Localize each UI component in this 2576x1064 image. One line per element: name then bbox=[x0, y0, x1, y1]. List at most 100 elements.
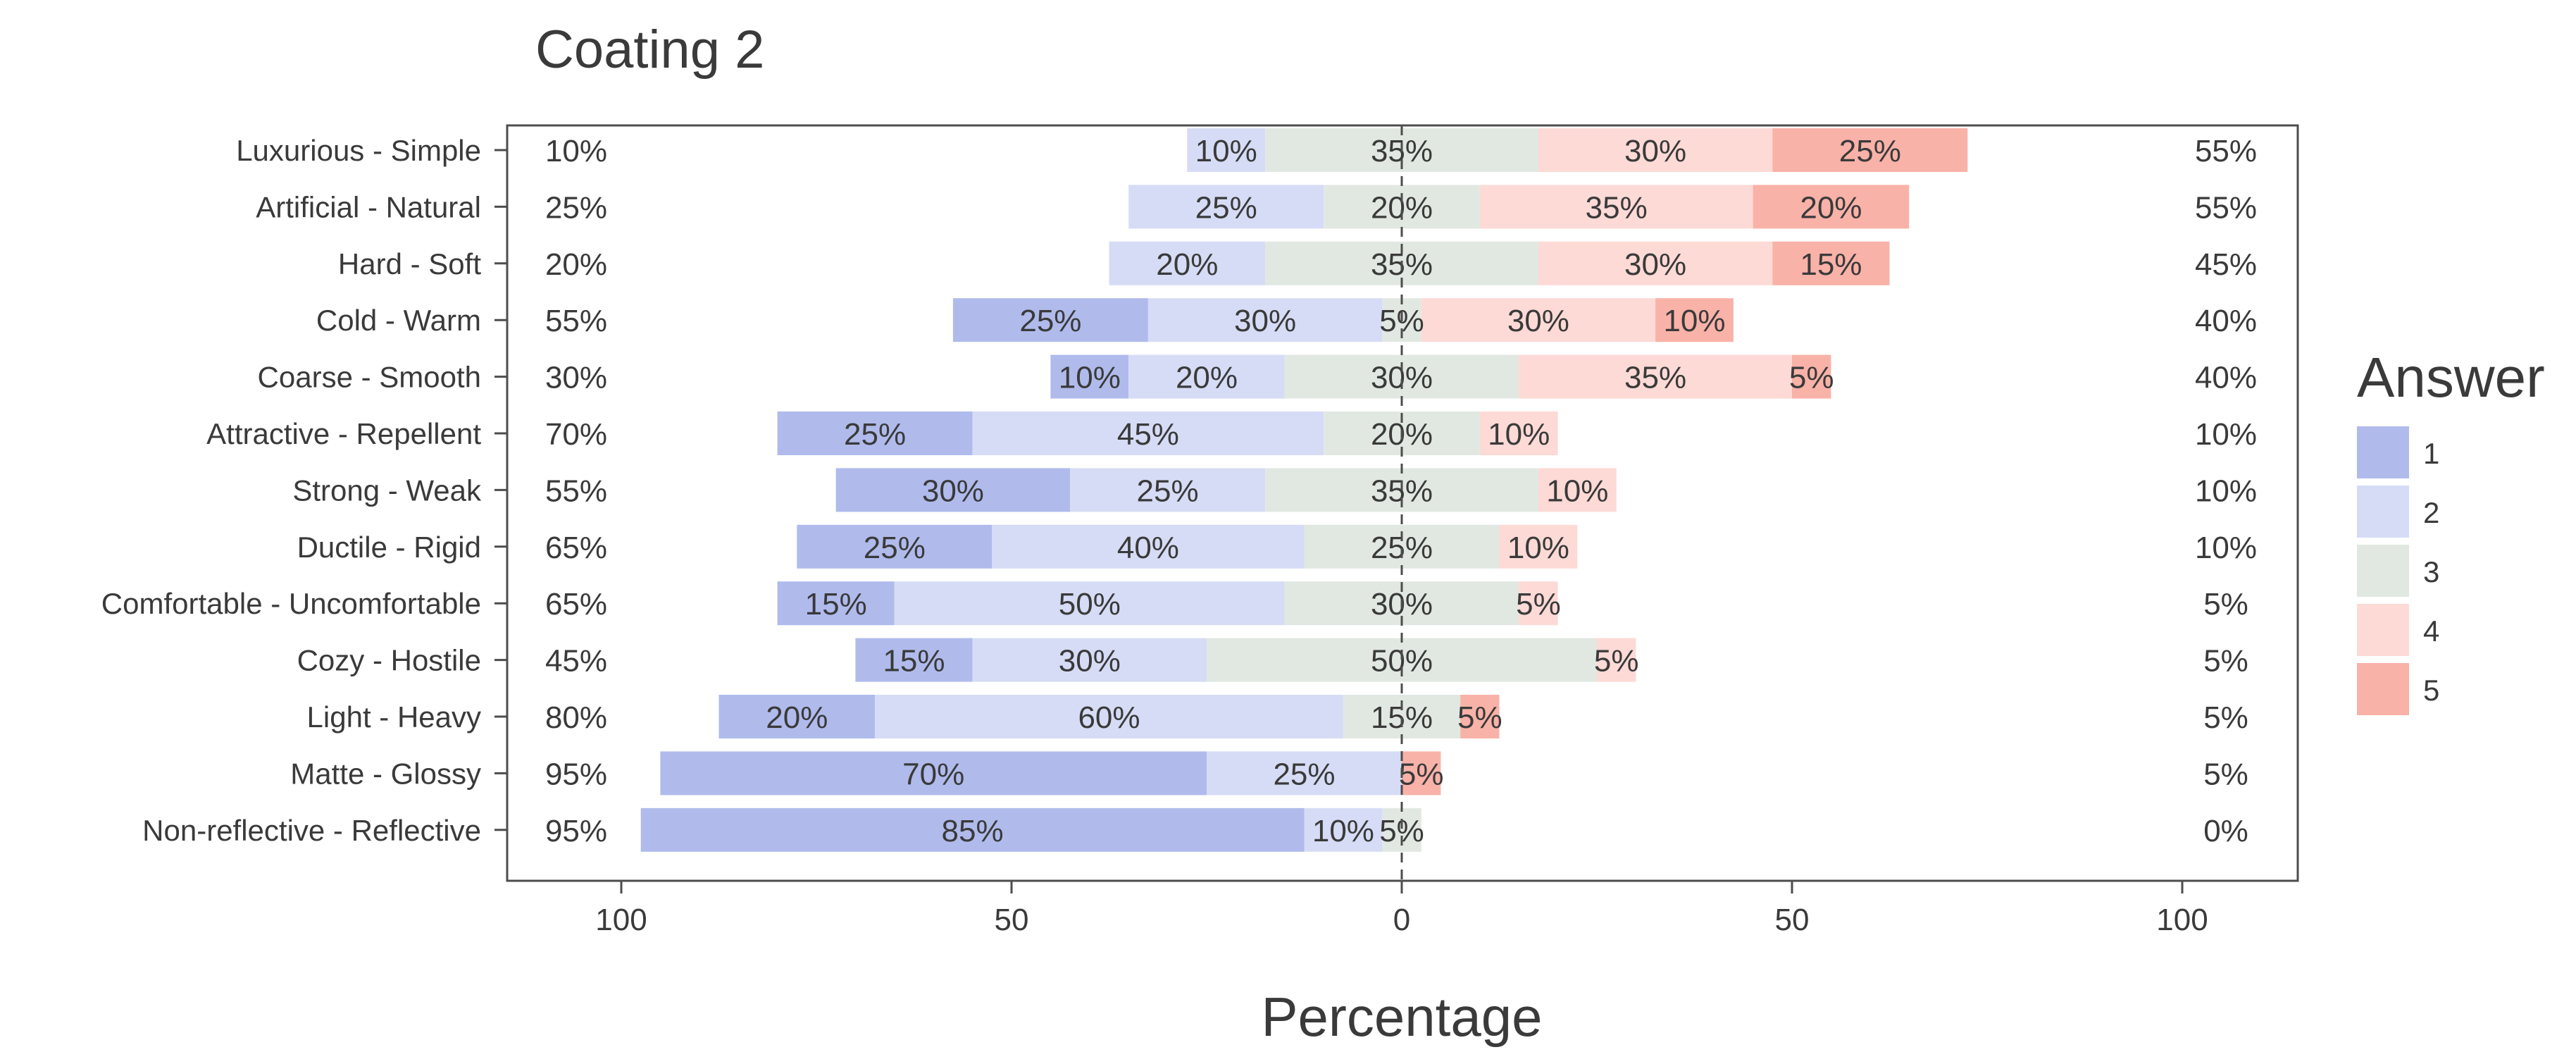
bar-segment-answer-2 bbox=[894, 581, 1285, 626]
segment-label: 10% bbox=[1488, 417, 1550, 452]
left-total-label: 65% bbox=[545, 587, 607, 621]
right-total-label: 45% bbox=[2195, 247, 2257, 282]
bar-segment-answer-2 bbox=[1147, 298, 1383, 342]
bar-segment-answer-1 bbox=[797, 524, 993, 569]
legend-swatch-answer-1 bbox=[2357, 426, 2409, 478]
segment-label: 5% bbox=[1789, 361, 1834, 395]
bar-segment-answer-4 bbox=[1538, 468, 1617, 512]
bar-segment-answer-3 bbox=[1324, 185, 1480, 229]
segment-label: 45% bbox=[1117, 417, 1179, 452]
left-total-label: 80% bbox=[545, 700, 607, 735]
right-total-label: 55% bbox=[2195, 134, 2257, 168]
segment-label: 20% bbox=[1156, 247, 1218, 282]
bar-segment-answer-5 bbox=[1772, 241, 1890, 285]
bar-segment-answer-2 bbox=[1128, 185, 1324, 229]
legend-label: 2 bbox=[2423, 496, 2439, 529]
segment-label: 5% bbox=[1516, 587, 1561, 621]
bar-segment-answer-5 bbox=[1792, 354, 1831, 399]
left-total-label: 70% bbox=[545, 417, 607, 452]
category-label: Matte - Glossy bbox=[290, 757, 481, 790]
bar-segment-answer-5 bbox=[1753, 185, 1910, 229]
segment-label: 50% bbox=[1059, 587, 1121, 621]
bar-segment-answer-4 bbox=[1519, 581, 1558, 626]
x-tick-label: 50 bbox=[995, 903, 1029, 937]
segment-label: 10% bbox=[1507, 531, 1569, 565]
legend-swatch-answer-2 bbox=[2357, 485, 2409, 538]
bar-segment-answer-2 bbox=[972, 412, 1324, 455]
bar-segment-answer-4 bbox=[1519, 354, 1792, 399]
segment-label: 25% bbox=[844, 417, 906, 452]
bar-segment-answer-1 bbox=[660, 751, 1207, 796]
bar-segment-answer-1 bbox=[855, 638, 973, 682]
x-tick-label: 100 bbox=[595, 903, 647, 937]
segment-label: 25% bbox=[1839, 134, 1901, 168]
legend-swatch-answer-3 bbox=[2357, 545, 2409, 597]
segment-label: 70% bbox=[902, 757, 964, 791]
bar-segment-answer-1 bbox=[640, 808, 1305, 852]
segment-label: 25% bbox=[864, 531, 926, 565]
bar-segment-answer-1 bbox=[718, 695, 876, 738]
bar-segment-answer-4 bbox=[1538, 128, 1773, 172]
left-total-label: 95% bbox=[545, 757, 607, 791]
left-total-label: 45% bbox=[545, 644, 607, 679]
segment-label: 15% bbox=[883, 644, 945, 679]
segment-label: 30% bbox=[1507, 304, 1569, 338]
x-axis-title: Percentage bbox=[1262, 986, 1543, 1048]
bar-segment-answer-4 bbox=[1597, 638, 1636, 682]
segment-label: 5% bbox=[1594, 644, 1639, 679]
segment-label: 60% bbox=[1078, 700, 1140, 735]
right-total-label: 10% bbox=[2195, 474, 2257, 508]
right-total-label: 10% bbox=[2195, 417, 2257, 452]
bars-layer bbox=[640, 128, 1968, 852]
segment-label: 20% bbox=[766, 700, 828, 735]
category-label: Light - Heavy bbox=[307, 700, 481, 734]
bar-segment-answer-4 bbox=[1479, 412, 1558, 455]
bar-segment-answer-5 bbox=[1655, 298, 1734, 342]
left-total-label: 65% bbox=[545, 531, 607, 565]
category-label: Cozy - Hostile bbox=[297, 644, 481, 677]
x-axis: 100 50 0 50 100 bbox=[494, 149, 2208, 937]
segment-label: 10% bbox=[1059, 361, 1121, 395]
segment-label: 25% bbox=[1019, 304, 1081, 338]
bar-segment-answer-4 bbox=[1538, 241, 1773, 285]
bar-segment-answer-2 bbox=[1109, 241, 1266, 285]
legend-label: 4 bbox=[2423, 614, 2439, 648]
right-total-label: 10% bbox=[2195, 531, 2257, 565]
bar-segment-answer-2 bbox=[1187, 128, 1266, 172]
category-label: Non-reflective - Reflective bbox=[142, 814, 481, 847]
x-tick-label: 0 bbox=[1393, 903, 1410, 937]
bar-segment-answer-1 bbox=[835, 468, 1071, 512]
legend: Answer 1 2 3 4 5 bbox=[2357, 346, 2545, 715]
left-total-label: 55% bbox=[545, 304, 607, 338]
right-total-label: 40% bbox=[2195, 361, 2257, 395]
category-label: Cold - Warm bbox=[316, 304, 481, 337]
segment-label: 85% bbox=[942, 814, 1004, 848]
segment-label: 30% bbox=[922, 474, 984, 508]
bar-segment-answer-1 bbox=[777, 581, 895, 626]
legend-label: 1 bbox=[2423, 437, 2439, 470]
legend-label: 5 bbox=[2423, 674, 2439, 707]
segment-label: 15% bbox=[805, 587, 867, 621]
bar-segment-answer-2 bbox=[1304, 808, 1383, 852]
segment-label: 20% bbox=[1800, 190, 1862, 225]
segment-label: 40% bbox=[1117, 531, 1179, 565]
legend-swatch-answer-4 bbox=[2357, 604, 2409, 656]
segment-label: 25% bbox=[1273, 757, 1335, 791]
bar-segment-answer-2 bbox=[992, 524, 1305, 569]
bar-segment-answer-2 bbox=[972, 638, 1207, 682]
category-label: Luxurious - Simple bbox=[236, 134, 481, 167]
right-total-label: 0% bbox=[2203, 814, 2248, 848]
right-total-label: 5% bbox=[2203, 644, 2248, 679]
segment-label: 30% bbox=[1624, 134, 1686, 168]
legend-label: 3 bbox=[2423, 555, 2439, 588]
bar-segment-answer-1 bbox=[777, 412, 973, 455]
legend-title: Answer bbox=[2357, 346, 2545, 409]
bar-segment-answer-1 bbox=[952, 298, 1148, 342]
category-label: Artificial - Natural bbox=[256, 190, 481, 223]
x-tick-label: 50 bbox=[1775, 903, 1810, 937]
category-label: Strong - Weak bbox=[292, 474, 482, 507]
right-total-label: 5% bbox=[2203, 700, 2248, 735]
segment-label: 10% bbox=[1546, 474, 1608, 508]
right-total-label: 5% bbox=[2203, 757, 2248, 791]
